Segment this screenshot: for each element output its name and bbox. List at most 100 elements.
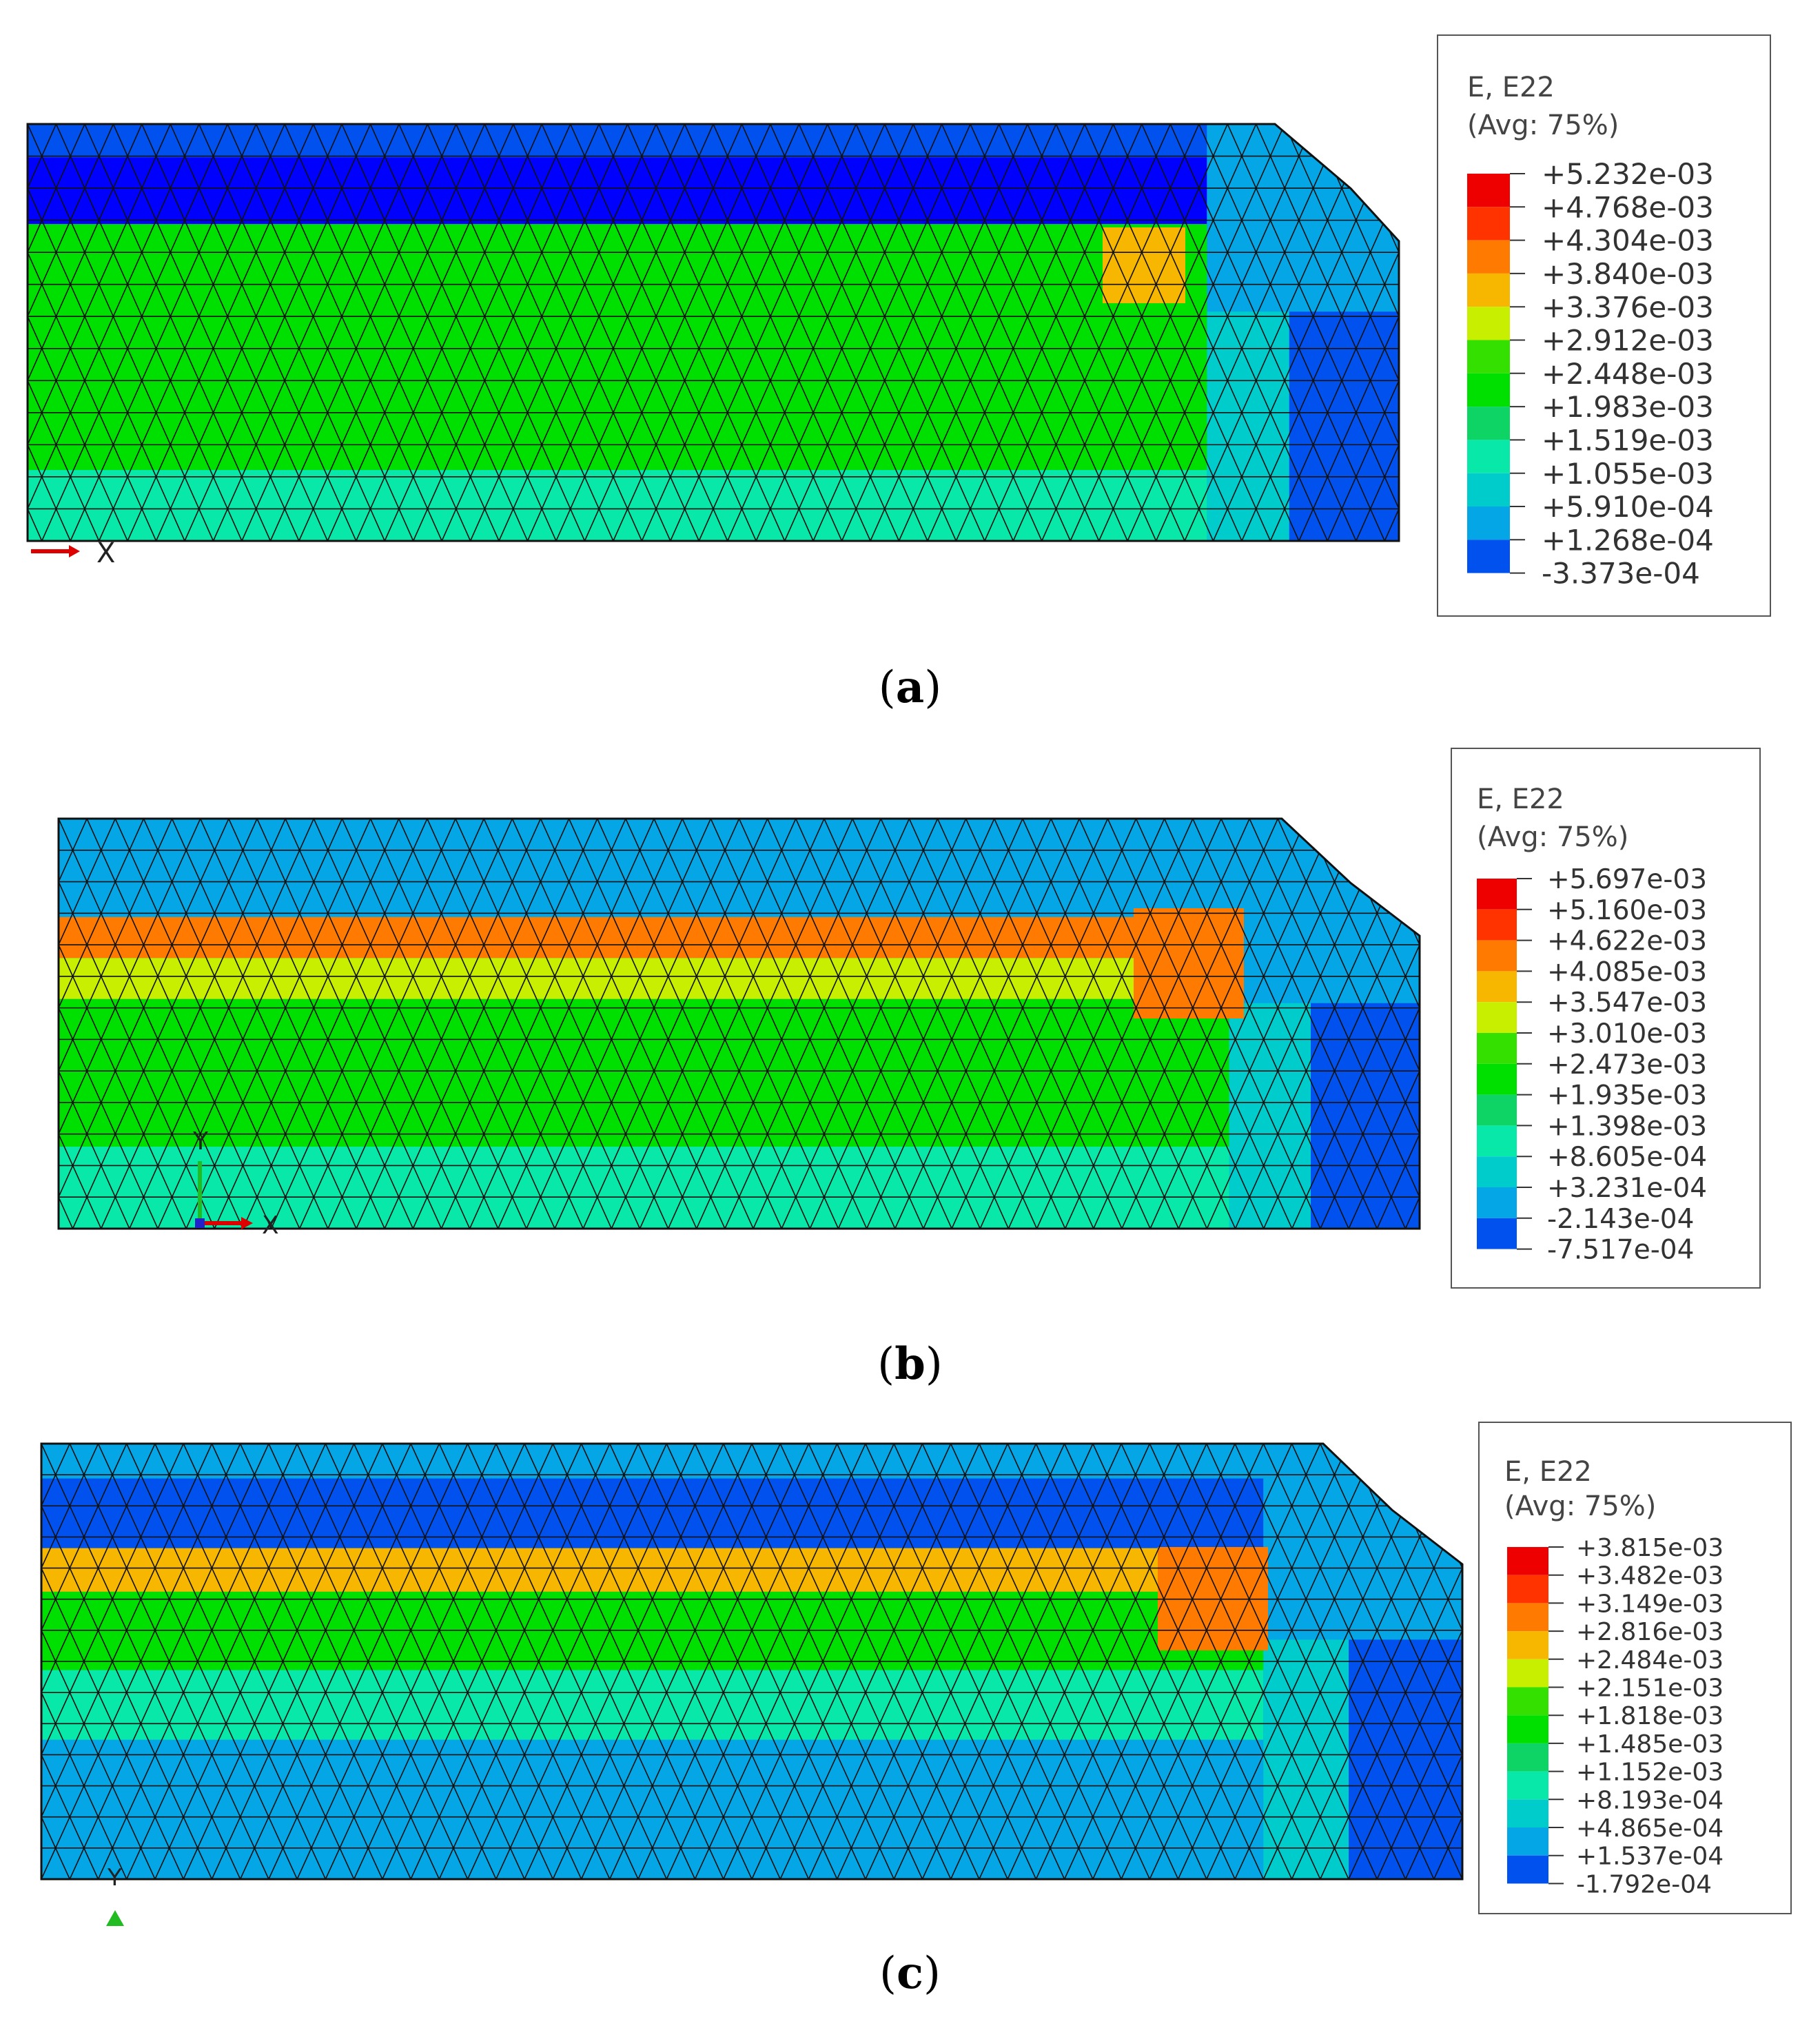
- caption-b: (b): [877, 1338, 943, 1390]
- mesh-lines: [41, 1444, 1462, 1879]
- legend-value-label: +2.473e-03: [1547, 1049, 1707, 1080]
- triad-y-label-c: Y: [107, 1864, 122, 1892]
- legend-value-label: +5.910e-04: [1542, 490, 1714, 524]
- legend-value-label: +5.697e-03: [1547, 864, 1707, 895]
- legend-swatch: [1507, 1547, 1548, 1575]
- contour-band: [59, 958, 1229, 999]
- legend-swatch: [1477, 1156, 1517, 1187]
- legend-swatch: [1467, 174, 1510, 207]
- legend-value-label: -7.517e-04: [1547, 1235, 1694, 1266]
- legend-subtitle-a: (Avg: 75%): [1467, 110, 1619, 141]
- caption-a: (a): [878, 662, 942, 713]
- legend-value-label: +1.983e-03: [1542, 390, 1714, 424]
- legend-swatch: [1467, 240, 1510, 274]
- contour-band: [28, 470, 1207, 541]
- legend-value-label: -3.373e-04: [1542, 557, 1700, 591]
- legend-colorbar-a: +5.232e-03+4.768e-03+4.304e-03+3.840e-03…: [1467, 157, 1714, 591]
- legend-swatch: [1477, 1063, 1517, 1095]
- legend-swatch: [1467, 340, 1510, 373]
- part-outline: [26, 123, 1400, 542]
- legend-a: E, E22 (Avg: 75%) +5.232e-03 +4.768e-03 +4…: [1437, 34, 1771, 617]
- legend-swatch: [1467, 473, 1510, 506]
- legend-swatch: [1507, 1631, 1548, 1659]
- legend-swatch: [1477, 971, 1517, 1003]
- legend-value-label: +3.815e-03: [1576, 1534, 1724, 1562]
- legend-swatch: [1507, 1687, 1548, 1716]
- triad-x-label-a: X: [96, 537, 115, 569]
- legend-value-label: +8.605e-04: [1547, 1142, 1707, 1173]
- legend-value-label: +8.193e-04: [1576, 1786, 1724, 1814]
- part-outline: [40, 1442, 1464, 1881]
- contour-band: [28, 157, 1207, 225]
- legend-subtitle-c: (Avg: 75%): [1504, 1491, 1657, 1522]
- legend-value-label: +3.231e-04: [1547, 1173, 1707, 1204]
- legend-swatch: [1467, 373, 1510, 407]
- axis-triad-b: Y X: [192, 1127, 279, 1240]
- caption-c: (c): [879, 1947, 941, 1999]
- legend-swatch: [1477, 1187, 1517, 1218]
- axis-triad-a: X: [31, 537, 115, 569]
- legend-swatch: [1477, 909, 1517, 941]
- legend-swatch: [1467, 506, 1510, 540]
- legend-title-a: E, E22: [1467, 72, 1555, 103]
- triad-x-label-b: X: [262, 1211, 279, 1240]
- legend-value-label: +2.816e-03: [1576, 1618, 1724, 1646]
- legend-swatch: [1467, 273, 1510, 307]
- legend-swatch: [1477, 940, 1517, 972]
- legend-swatch: [1467, 440, 1510, 473]
- legend-swatch: [1477, 1218, 1517, 1249]
- legend-swatch: [1507, 1603, 1548, 1632]
- legend-value-label: +2.448e-03: [1542, 357, 1714, 391]
- legend-value-label: +4.622e-03: [1547, 926, 1707, 957]
- legend-value-label: +3.547e-03: [1547, 987, 1707, 1018]
- legend-b: E, E22 (Avg: 75%) +5.697e-03 +5.160e-03 +4…: [1451, 748, 1761, 1289]
- mesh-lines: [59, 819, 1420, 1229]
- legend-value-label: +5.160e-03: [1547, 895, 1707, 926]
- legend-value-label: +4.865e-04: [1576, 1814, 1724, 1843]
- legend-value-label: +1.055e-03: [1542, 457, 1714, 491]
- contour-band: [1289, 311, 1399, 541]
- legend-value-label: +1.398e-03: [1547, 1111, 1707, 1142]
- contour-band: [1349, 1639, 1462, 1879]
- legend-colorbar-c: +3.815e-03+3.482e-03+3.149e-03+2.816e-03…: [1507, 1534, 1724, 1898]
- contour-band: [41, 1548, 1264, 1592]
- legend-title-b: E, E22: [1477, 783, 1564, 815]
- legend-swatch: [1507, 1659, 1548, 1688]
- contour-hotspot: [1103, 227, 1185, 303]
- legend-swatch: [1477, 879, 1517, 910]
- legend-value-label: +4.768e-03: [1542, 190, 1714, 224]
- legend-value-label: +1.485e-03: [1576, 1730, 1724, 1759]
- legend-value-label: +1.818e-03: [1576, 1702, 1724, 1730]
- legend-swatch: [1467, 540, 1510, 573]
- legend-swatch: [1507, 1743, 1548, 1772]
- legend-value-label: +3.840e-03: [1542, 257, 1714, 291]
- legend-swatch: [1507, 1715, 1548, 1743]
- legend-colorbar-b: +5.697e-03+5.160e-03+4.622e-03+4.085e-03…: [1477, 864, 1707, 1266]
- legend-value-label: +4.085e-03: [1547, 956, 1707, 987]
- legend-swatch: [1477, 1033, 1517, 1064]
- legend-value-label: +1.537e-04: [1576, 1843, 1724, 1871]
- contour-band: [1311, 1003, 1420, 1229]
- contour-band: [41, 1444, 1264, 1479]
- legend-swatch: [1477, 1002, 1517, 1033]
- contour-band: [59, 819, 1229, 917]
- legend-swatch: [1507, 1575, 1548, 1604]
- mesh-plot-a: [26, 123, 1400, 542]
- triad-y-label-b: Y: [192, 1127, 209, 1156]
- contour-band: [59, 998, 1229, 1147]
- legend-value-label: +3.010e-03: [1547, 1018, 1707, 1049]
- contour-band: [28, 124, 1207, 158]
- legend-value-label: -1.792e-04: [1576, 1870, 1712, 1898]
- legend-title-c: E, E22: [1504, 1456, 1592, 1488]
- contour-band: [41, 1670, 1264, 1740]
- mesh-lines: [28, 124, 1399, 541]
- mesh-plot-b: [57, 817, 1421, 1230]
- legend-value-label: +5.232e-03: [1542, 157, 1714, 191]
- legend-swatch: [1507, 1855, 1548, 1884]
- legend-swatch: [1477, 1094, 1517, 1126]
- legend-swatch: [1507, 1827, 1548, 1856]
- contour-hotspot: [1134, 908, 1244, 1018]
- legend-c: E, E22 (Avg: 75%) +3.815e-03 +3.482e-03 +3…: [1478, 1422, 1792, 1914]
- legend-value-label: +3.482e-03: [1576, 1562, 1724, 1590]
- legend-value-label: +2.151e-03: [1576, 1674, 1724, 1702]
